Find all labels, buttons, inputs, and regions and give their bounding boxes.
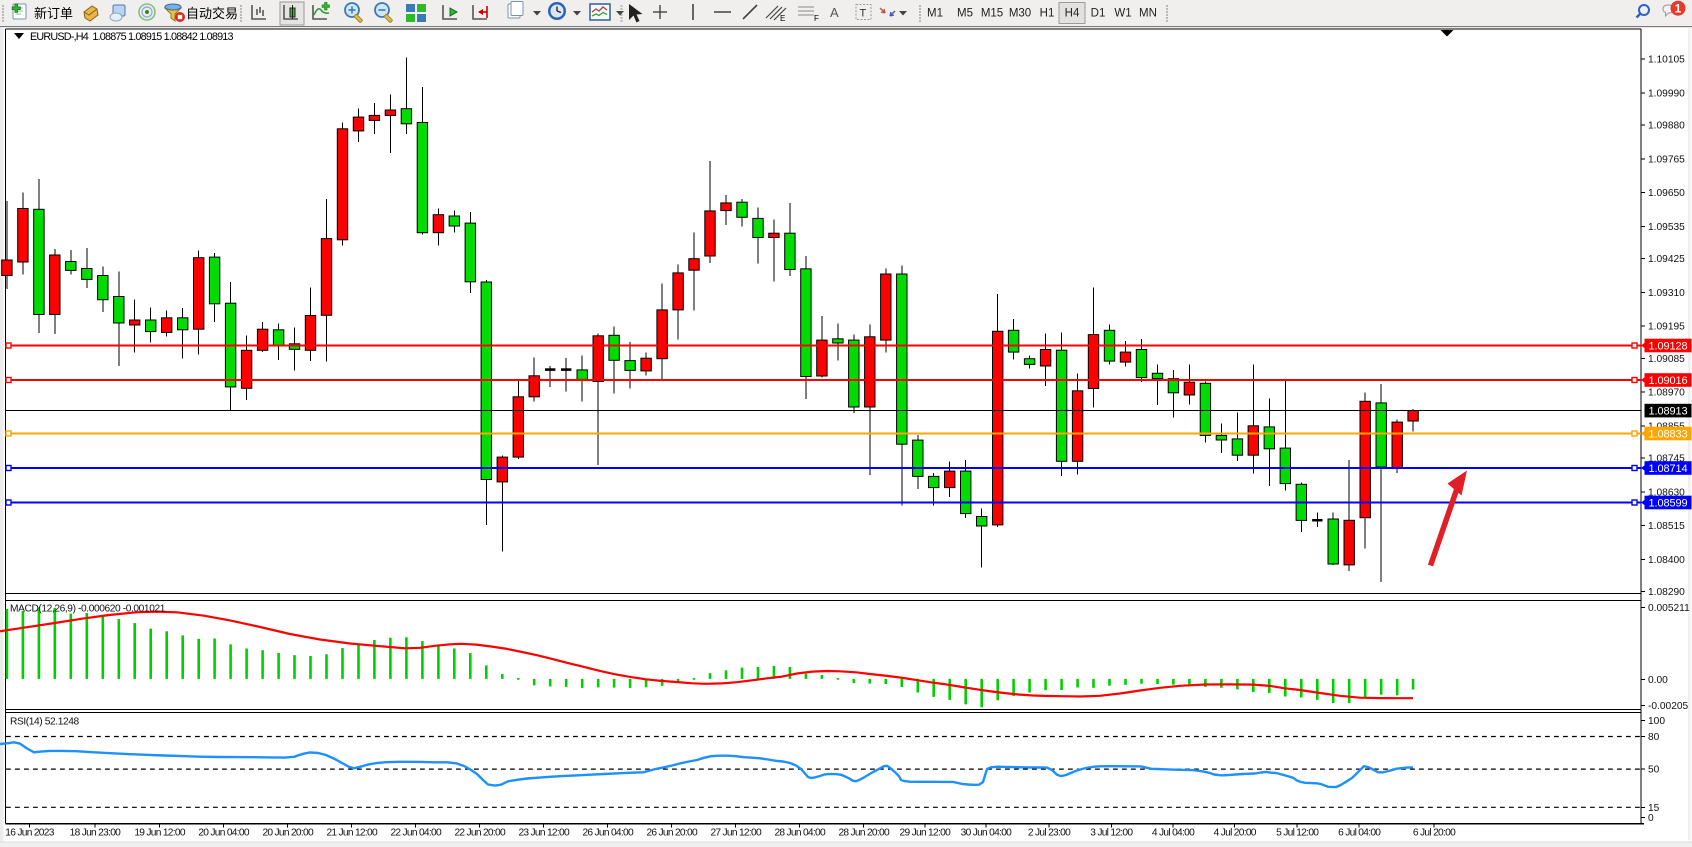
- svg-text:1.09310: 1.09310: [1648, 288, 1685, 299]
- svg-text:4 Jul 04:00: 4 Jul 04:00: [1152, 828, 1195, 839]
- svg-text:1.09016: 1.09016: [1649, 375, 1688, 387]
- svg-text:6 Jul 20:00: 6 Jul 20:00: [1413, 828, 1456, 839]
- svg-text:1.08745: 1.08745: [1648, 454, 1685, 465]
- svg-text:H1: H1: [1040, 8, 1055, 20]
- svg-text:2 Jul 23:00: 2 Jul 23:00: [1028, 828, 1071, 839]
- svg-text:0: 0: [1648, 813, 1654, 824]
- svg-text:1.09425: 1.09425: [1648, 254, 1685, 265]
- svg-text:A: A: [830, 5, 839, 20]
- svg-text:28 Jun 04:00: 28 Jun 04:00: [774, 828, 826, 839]
- svg-text:1.09650: 1.09650: [1648, 188, 1685, 199]
- svg-text:80: 80: [1648, 732, 1660, 743]
- svg-text:1.08714: 1.08714: [1649, 463, 1688, 475]
- svg-text:16 Jun 2023: 16 Jun 2023: [5, 828, 54, 839]
- svg-text:29 Jun 12:00: 29 Jun 12:00: [900, 828, 952, 839]
- svg-text:D1: D1: [1091, 8, 1106, 20]
- svg-text:1.09085: 1.09085: [1648, 354, 1685, 365]
- svg-text:H4: H4: [1065, 8, 1080, 20]
- svg-text:1.08970: 1.08970: [1648, 388, 1685, 399]
- svg-text:1.09128: 1.09128: [1649, 340, 1688, 352]
- svg-text:15: 15: [1648, 803, 1660, 814]
- svg-text:1.08290: 1.08290: [1648, 587, 1685, 598]
- svg-text:M15: M15: [981, 8, 1003, 20]
- svg-text:1.08599: 1.08599: [1649, 497, 1688, 509]
- svg-text:1.09990: 1.09990: [1648, 88, 1685, 99]
- svg-text:4 Jul 20:00: 4 Jul 20:00: [1214, 828, 1257, 839]
- svg-text:50: 50: [1648, 765, 1660, 776]
- svg-text:1.08515: 1.08515: [1648, 521, 1685, 532]
- svg-text:1.09880: 1.09880: [1648, 121, 1685, 132]
- svg-text:-0.00205: -0.00205: [1648, 701, 1689, 712]
- svg-text:1.10105: 1.10105: [1648, 55, 1685, 66]
- svg-text:自动交易: 自动交易: [186, 6, 238, 21]
- svg-text:3 Jul 12:00: 3 Jul 12:00: [1090, 828, 1133, 839]
- svg-text:20 Jun 04:00: 20 Jun 04:00: [198, 828, 250, 839]
- svg-text:1.08400: 1.08400: [1648, 555, 1685, 566]
- svg-text:F: F: [814, 14, 819, 23]
- svg-text:30 Jun 04:00: 30 Jun 04:00: [961, 828, 1013, 839]
- svg-text:W1: W1: [1114, 8, 1131, 20]
- svg-text:1.09535: 1.09535: [1648, 222, 1685, 233]
- svg-text:1: 1: [1675, 1, 1682, 15]
- svg-text:21 Jun 12:00: 21 Jun 12:00: [326, 828, 378, 839]
- svg-text:EURUSD-,H4 1.08875 1.08915 1.: EURUSD-,H4 1.08875 1.08915 1.08842 1.089…: [30, 31, 233, 43]
- svg-text:M5: M5: [957, 8, 973, 20]
- svg-text:1.09195: 1.09195: [1648, 322, 1685, 333]
- svg-text:19 Jun 12:00: 19 Jun 12:00: [134, 828, 186, 839]
- svg-text:M30: M30: [1009, 8, 1031, 20]
- svg-text:22 Jun 20:00: 22 Jun 20:00: [454, 828, 506, 839]
- svg-text:5 Jul 12:00: 5 Jul 12:00: [1276, 828, 1319, 839]
- svg-text:1.08913: 1.08913: [1649, 406, 1688, 418]
- svg-text:6 Jul 04:00: 6 Jul 04:00: [1338, 828, 1381, 839]
- svg-text:MN: MN: [1139, 8, 1157, 20]
- svg-text:1.08630: 1.08630: [1648, 487, 1685, 498]
- svg-text:23 Jun 12:00: 23 Jun 12:00: [518, 828, 570, 839]
- svg-text:MACD(12,26,9) -0.000620 -0.001: MACD(12,26,9) -0.000620 -0.001021: [10, 604, 166, 615]
- svg-text:0.005211: 0.005211: [1648, 603, 1690, 614]
- svg-text:26 Jun 04:00: 26 Jun 04:00: [582, 828, 634, 839]
- svg-text:1.08833: 1.08833: [1649, 428, 1688, 440]
- svg-text:18 Jun 23:00: 18 Jun 23:00: [70, 828, 122, 839]
- svg-text:0.00: 0.00: [1648, 675, 1668, 686]
- svg-text:22 Jun 04:00: 22 Jun 04:00: [390, 828, 442, 839]
- svg-text:T: T: [860, 8, 867, 20]
- svg-text:M1: M1: [927, 8, 943, 20]
- svg-text:新订单: 新订单: [34, 6, 73, 21]
- svg-text:26 Jun 20:00: 26 Jun 20:00: [646, 828, 698, 839]
- svg-text:RSI(14) 52.1248: RSI(14) 52.1248: [10, 717, 79, 728]
- svg-text:1.09765: 1.09765: [1648, 154, 1685, 165]
- svg-text:28 Jun 20:00: 28 Jun 20:00: [838, 828, 890, 839]
- svg-text:20 Jun 20:00: 20 Jun 20:00: [262, 828, 314, 839]
- svg-text:27 Jun 12:00: 27 Jun 12:00: [710, 828, 762, 839]
- svg-text:100: 100: [1648, 716, 1665, 727]
- svg-text:E: E: [780, 14, 785, 23]
